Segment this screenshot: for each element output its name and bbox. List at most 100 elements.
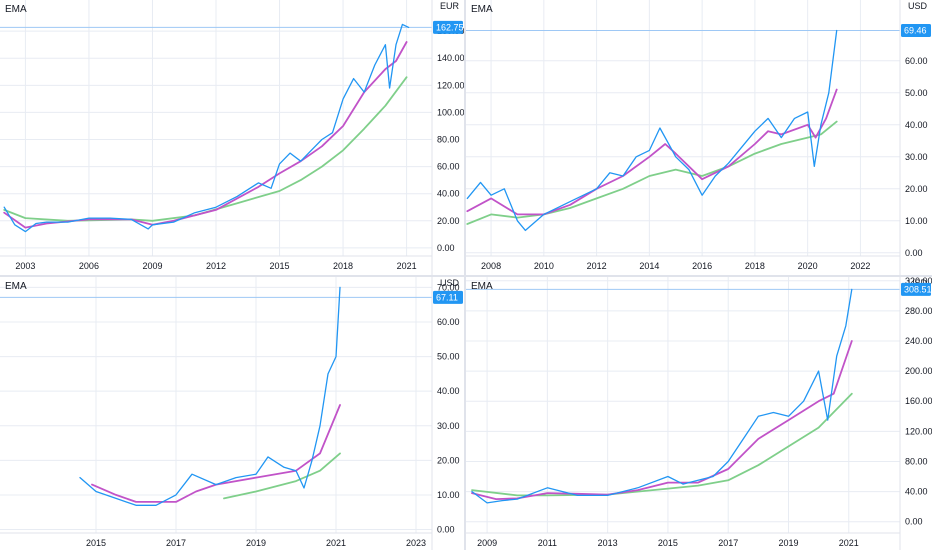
currency-label: EUR [440,1,460,11]
last-price-tag: 69.46 [901,24,931,38]
y-tick-label: 60.00 [905,56,928,66]
last-price-value: 67.11 [436,293,458,303]
ema-fast-line [466,88,838,216]
y-tick-label: 240.00 [905,336,932,346]
y-tick-label: 80.00 [905,456,928,466]
chart-panel-bottom-right: 320.00 280.00 240.00 200.00 160.00 120.00 80.0… [466,277,932,550]
x-tick-label: 2012 [206,261,226,271]
x-tick-label: 2015 [270,261,290,271]
x-tick-label: 2019 [778,538,798,548]
y-tick-label: 10.00 [905,216,928,226]
price-line [3,23,410,233]
last-price-value: 162.75 [436,23,464,33]
y-axis-ticks: 60.00 50.00 40.00 30.00 20.00 10.00 0.00 [905,56,928,258]
x-tick-label: 2023 [406,538,426,548]
chart-panel-top-right: 60.00 50.00 40.00 30.00 20.00 10.00 0.00 USD 200… [466,0,932,275]
chart-svg-2: 70.00 60.00 50.00 40.00 30.00 20.00 10.00 0.00 U… [0,277,463,550]
x-tick-label: 2010 [534,261,554,271]
grid-lines [0,0,432,256]
x-tick-label: 2003 [15,261,35,271]
y-tick-label: 0.00 [437,243,455,253]
x-tick-label: 2016 [692,261,712,271]
x-tick-label: 2017 [166,538,186,548]
x-tick-label: 2019 [246,538,266,548]
x-axis-ticks: 2003 2006 2009 2012 2015 2018 2021 [15,261,416,271]
y-tick-label: 50.00 [437,352,460,362]
y-tick-label: 0.00 [905,517,923,527]
indicator-label[interactable]: EMA [5,281,27,292]
x-tick-label: 2015 [658,538,678,548]
price-line [79,286,341,506]
indicator-label[interactable]: EMA [5,4,27,15]
ema-fast-line [471,340,853,500]
indicator-label[interactable]: EMA [471,281,493,292]
y-tick-label: 40.00 [437,189,460,199]
currency-label: USD [440,278,460,288]
x-tick-label: 2013 [598,538,618,548]
chart-svg-3: 320.00 280.00 240.00 200.00 160.00 120.00 80.0… [466,277,932,550]
x-tick-label: 2014 [639,261,659,271]
y-tick-label: 40.00 [905,487,928,497]
grid-lines [466,0,900,256]
ema-slow-line [471,392,853,497]
currency-label: USD [908,1,928,11]
chart-svg-1: 60.00 50.00 40.00 30.00 20.00 10.00 0.00 USD 200… [466,0,931,275]
y-tick-label: 10.00 [437,490,460,500]
grid-lines [466,277,900,533]
x-tick-label: 2018 [745,261,765,271]
x-tick-label: 2008 [481,261,501,271]
y-tick-label: 20.00 [905,184,928,194]
y-tick-label: 30.00 [905,152,928,162]
last-price-value: 308.51 [904,285,932,295]
x-tick-label: 2022 [850,261,870,271]
price-line [466,29,838,232]
chart-svg-0: 160.00140.00120.00100.0080.0060.0040.002… [0,0,464,275]
x-tick-label: 2021 [839,538,859,548]
last-price-tag-bg [901,282,931,296]
chart-panel-bottom-left: 70.00 60.00 50.00 40.00 30.00 20.00 10.00 0.00 U… [0,277,464,550]
y-tick-label: 20.00 [437,216,460,226]
y-tick-label: 120.00 [905,426,932,436]
last-price-tag-bg [433,20,463,34]
y-tick-label: 280.00 [905,306,932,316]
y-tick-label: 70.00 [437,282,460,292]
y-tick-label: 320.00 [905,277,932,286]
y-tick-label: 40.00 [905,120,928,130]
ema-fast-line [91,404,341,503]
y-tick-label: 20.00 [437,455,460,465]
last-price-tag: 308.51 [901,282,932,296]
x-axis-ticks: 2015 2017 2019 2021 2023 [86,538,426,548]
price-line [471,288,853,504]
y-tick-label: 50.00 [905,88,928,98]
x-tick-label: 2020 [798,261,818,271]
ema-slow-line [223,452,341,500]
y-axis-ticks: 160.00140.00120.00100.0080.0060.0040.002… [437,26,464,253]
y-tick-label: 0.00 [905,248,923,258]
x-tick-label: 2012 [587,261,607,271]
last-price-tag-bg [901,24,931,38]
last-price-tag: 67.11 [433,290,463,304]
x-tick-label: 2018 [333,261,353,271]
ema-slow-line [466,120,838,225]
panel-divider-horizontal[interactable] [0,275,932,277]
x-tick-label: 2009 [142,261,162,271]
indicator-label[interactable]: EMA [471,4,493,15]
y-tick-label: 0.00 [437,525,455,535]
y-tick-label: 40.00 [437,386,460,396]
y-tick-label: 200.00 [905,366,932,376]
ema-slow-line [3,76,408,222]
y-tick-label: 60.00 [437,317,460,327]
grid-lines [0,277,432,533]
x-tick-label: 2021 [326,538,346,548]
y-tick-label: 160.00 [905,396,932,406]
x-axis-ticks: 2009 2011 2013 2015 2017 2019 2021 [477,538,859,548]
x-tick-label: 2011 [538,538,557,548]
x-tick-label: 2015 [86,538,106,548]
y-tick-label: 30.00 [437,421,460,431]
y-tick-label: 100.00 [437,107,464,117]
last-price-tag: 162.75 [433,20,464,34]
x-tick-label: 2021 [397,261,417,271]
y-axis-ticks: 70.00 60.00 50.00 40.00 30.00 20.00 10.00 0.00 [437,282,460,534]
y-tick-label: 60.00 [437,162,460,172]
y-tick-label: 140.00 [437,53,464,63]
